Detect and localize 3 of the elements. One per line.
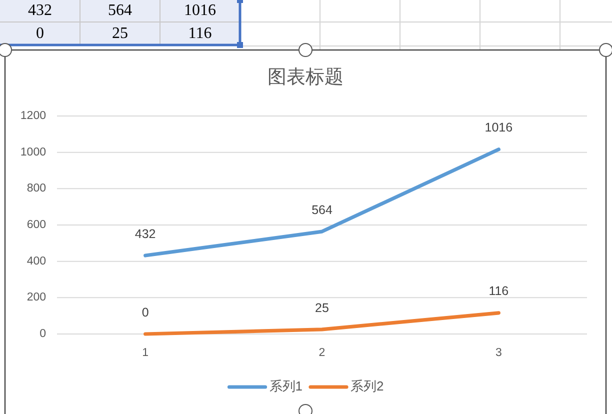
title: 图表标题 (268, 67, 344, 88)
legend-label: 系列2 (350, 378, 384, 394)
legend-label: 系列1 (269, 378, 302, 394)
